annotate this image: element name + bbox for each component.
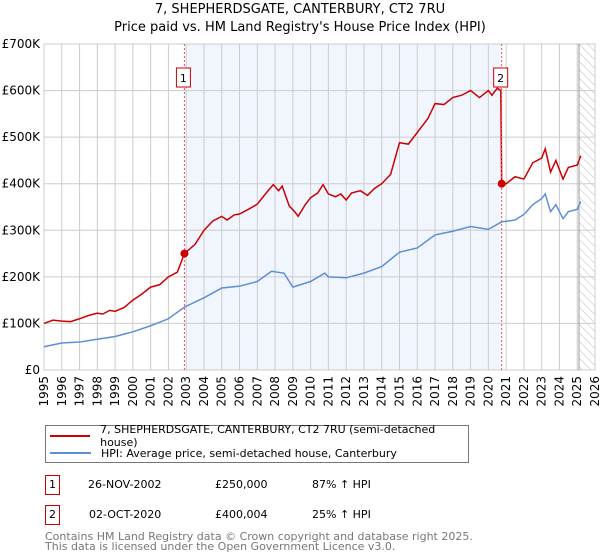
x-tick-label: 1998 bbox=[90, 376, 104, 407]
x-tick-label: 1995 bbox=[37, 376, 51, 407]
y-tick-label: £400K bbox=[2, 177, 42, 191]
x-tick-label: 2008 bbox=[268, 376, 282, 407]
x-tick-label: 2020 bbox=[481, 376, 495, 407]
x-tick-label: 1999 bbox=[108, 376, 122, 407]
sale-date: 02-OCT-2020 bbox=[89, 508, 162, 521]
sale-marker-badge: 1 bbox=[45, 475, 60, 495]
x-tick-label: 2013 bbox=[357, 376, 371, 407]
sale-price: £400,004 bbox=[215, 508, 268, 521]
footer-copyright: Contains HM Land Registry data © Crown c… bbox=[45, 530, 473, 543]
sale-point bbox=[180, 249, 189, 258]
x-tick-label: 2016 bbox=[410, 376, 424, 407]
x-tick-label: 2025 bbox=[570, 376, 584, 407]
legend-swatch-hpi bbox=[50, 452, 91, 454]
x-tick-label: 2003 bbox=[179, 376, 193, 407]
x-tick-label: 2021 bbox=[499, 376, 513, 407]
x-tick-label: 2011 bbox=[321, 376, 335, 407]
x-tick-label: 2006 bbox=[233, 376, 247, 407]
legend-label-property: 7, SHEPHERDSGATE, CANTERBURY, CT2 7RU (s… bbox=[100, 423, 436, 449]
x-tick-label: 2005 bbox=[215, 376, 229, 407]
x-tick-label: 2018 bbox=[446, 376, 460, 407]
x-tick-label: 2002 bbox=[161, 376, 175, 407]
plot-area: £0 £100K £200K £300K £400K £500K £600K £700K 199… bbox=[2, 37, 600, 407]
x-tick-label: 2010 bbox=[304, 376, 318, 407]
legend-swatch-property bbox=[50, 435, 91, 437]
x-tick-label: 2000 bbox=[126, 376, 140, 407]
x-tick-label: 2001 bbox=[144, 376, 158, 407]
y-tick-label: £600K bbox=[2, 84, 42, 98]
chart-title: 7, SHEPHERDSGATE, CANTERBURY, CT2 7RU bbox=[154, 2, 446, 17]
y-tick-label: £300K bbox=[2, 223, 42, 237]
chart-subtitle: Price paid vs. HM Land Registry's House … bbox=[114, 20, 486, 35]
sale-row: 1 26-NOV-2002 £250,000 87% ↑ HPI bbox=[45, 475, 465, 495]
x-tick-label: 2014 bbox=[375, 376, 389, 407]
sale-hpi-diff: 87% ↑ HPI bbox=[312, 478, 371, 491]
sale-row: 2 02-OCT-2020 £400,004 25% ↑ HPI bbox=[45, 505, 465, 525]
sale-marker-box bbox=[493, 67, 509, 88]
forecast-hatch bbox=[579, 44, 595, 370]
sale-hpi-diff: 25% ↑ HPI bbox=[312, 508, 371, 521]
x-tick-label: 2024 bbox=[552, 376, 566, 407]
sale-date: 26-NOV-2002 bbox=[88, 478, 162, 491]
x-tick-label: 2004 bbox=[197, 376, 211, 407]
legend-label-hpi: HPI: Average price, semi-detached house,… bbox=[101, 446, 397, 460]
footer-licence: This data is licensed under the Open Gov… bbox=[45, 540, 396, 553]
x-tick-label: 2023 bbox=[535, 376, 549, 407]
y-tick-label: £200K bbox=[2, 270, 42, 284]
x-tick-label: 2019 bbox=[464, 376, 478, 407]
x-tick-label: 1996 bbox=[55, 376, 69, 407]
shaded-period bbox=[184, 44, 502, 370]
y-tick-label: £100K bbox=[2, 316, 42, 330]
sale-price: £250,000 bbox=[215, 478, 268, 491]
y-tick-label: £700K bbox=[2, 37, 42, 51]
x-tick-label: 2007 bbox=[250, 376, 264, 407]
y-tick-label: £500K bbox=[2, 130, 42, 144]
sale-marker-box bbox=[175, 67, 191, 88]
legend: 7, SHEPHERDSGATE, CANTERBURY, CT2 7RU (s… bbox=[45, 423, 469, 463]
x-tick-label: 2015 bbox=[392, 376, 406, 407]
sale-marker-label: 1 bbox=[180, 72, 187, 85]
hpi-line bbox=[43, 192, 582, 348]
x-tick-label: 2012 bbox=[339, 376, 353, 407]
x-tick-label: 2009 bbox=[286, 376, 300, 407]
sale-marker-label: 2 bbox=[497, 72, 504, 85]
x-tick-label: 2017 bbox=[428, 376, 442, 407]
x-tick-label: 2026 bbox=[588, 376, 600, 407]
plot-border bbox=[43, 43, 596, 371]
x-tick-label: 2022 bbox=[517, 376, 531, 407]
sale-marker-badge: 2 bbox=[45, 505, 60, 525]
x-tick-label: 1997 bbox=[73, 376, 87, 407]
sale-point bbox=[497, 179, 506, 188]
y-tick-label: £0 bbox=[25, 363, 40, 377]
